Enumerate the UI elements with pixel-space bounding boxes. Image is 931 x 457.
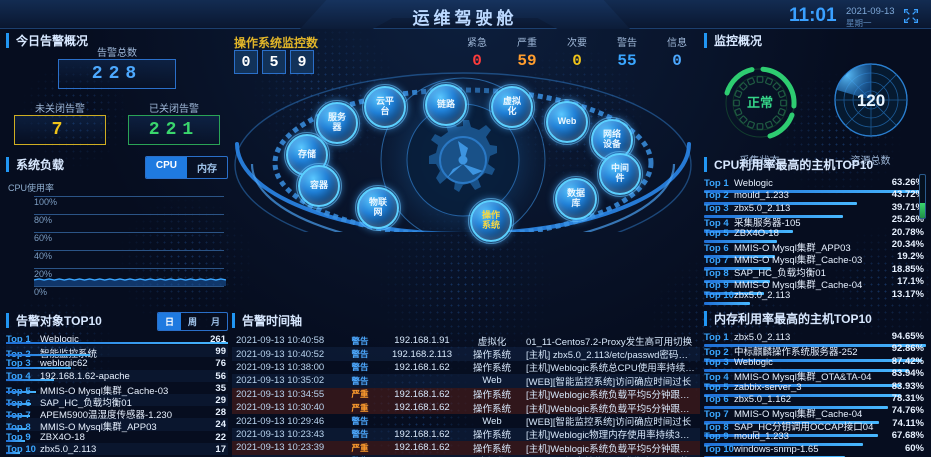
svg-text:正常: 正常 — [746, 95, 772, 110]
svg-text:120: 120 — [856, 91, 884, 110]
